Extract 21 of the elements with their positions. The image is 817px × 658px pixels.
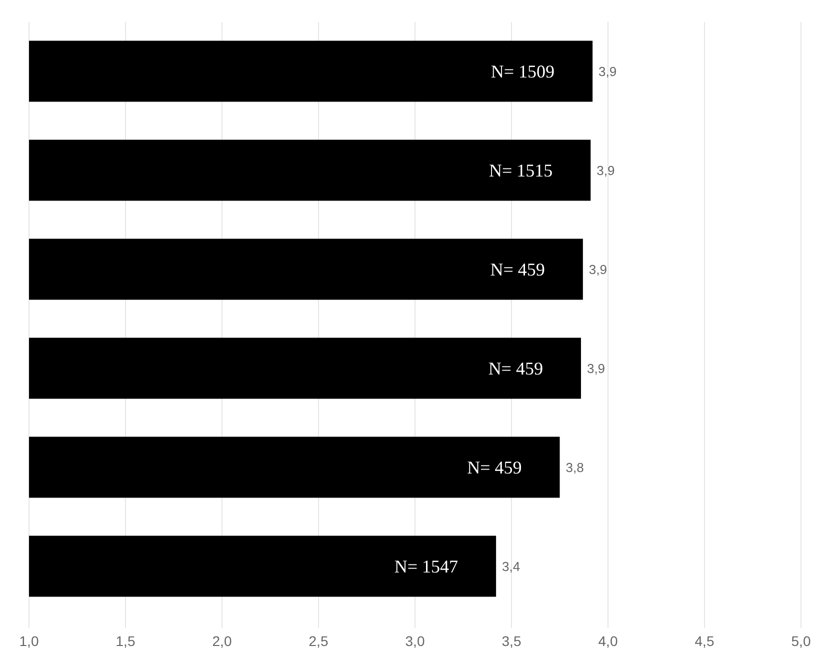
x-tick-label: 1,0 — [19, 632, 39, 649]
annotation: N= 459 — [490, 260, 545, 280]
x-tick-label: 3,5 — [502, 632, 522, 649]
x-tick-label: 4,0 — [598, 632, 618, 649]
annotation: N= 1515 — [488, 160, 553, 181]
annotation: N= 459 — [467, 458, 522, 478]
x-tick-label: 4,5 — [694, 632, 714, 649]
annotation: N= 459 — [488, 358, 543, 379]
data-label: 3,4 — [502, 558, 520, 574]
annotation: N= 1509 — [490, 62, 555, 82]
x-tick-label: 5,0 — [791, 632, 811, 649]
x-tick-label: 2,0 — [212, 632, 232, 649]
x-tick-label: 2,5 — [308, 632, 328, 649]
data-label: 3,9 — [588, 262, 607, 277]
data-label: 3,9 — [586, 360, 606, 376]
annotation: N= 1547 — [394, 556, 458, 577]
x-tick-label: 3,0 — [405, 632, 425, 649]
data-label: 3,9 — [598, 64, 617, 79]
data-label: 3,8 — [566, 460, 584, 475]
data-label: 3,9 — [596, 162, 615, 178]
x-tick-label: 1,5 — [116, 632, 136, 649]
